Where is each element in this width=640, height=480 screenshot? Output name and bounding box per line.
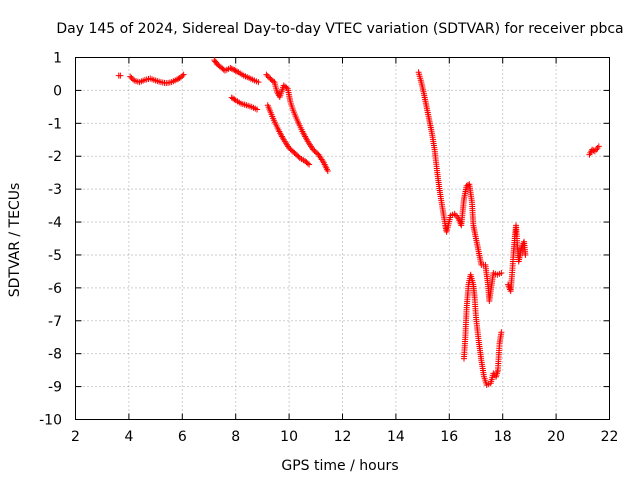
y-tick-label: -2 <box>48 149 62 165</box>
data-point-seg-e <box>266 74 273 81</box>
data-point-seg-b <box>177 74 184 81</box>
data-point-seg-f <box>304 160 311 167</box>
data-point-seg-h <box>498 329 505 336</box>
data-point-seg-c <box>227 65 234 72</box>
data-point-seg-j <box>590 147 597 154</box>
y-tick-label: -4 <box>48 215 62 231</box>
grid <box>75 57 610 420</box>
y-tick-labels: 1 0 -1 -2 -3 -4 -5 -6 -7 -8 -9 -10 <box>39 51 62 429</box>
y-tick-label: -9 <box>48 380 62 396</box>
x-tick-label: 20 <box>547 429 565 445</box>
data-point-seg-g <box>498 270 505 277</box>
data-point-seg-i <box>522 251 529 258</box>
data-point-seg-d <box>231 96 238 103</box>
data-point-seg-a <box>117 72 124 79</box>
data-point-seg-c <box>255 79 262 86</box>
data-points <box>115 57 602 388</box>
y-tick-label: -7 <box>48 314 62 330</box>
y-tick-label: -6 <box>48 281 62 297</box>
data-point-seg-d <box>254 106 261 113</box>
data-point-seg-j <box>595 143 602 150</box>
y-tick-label: -10 <box>39 413 62 429</box>
data-point-seg-b <box>128 74 135 81</box>
y-tick-label: -5 <box>48 248 62 264</box>
x-tick-label: 18 <box>494 429 512 445</box>
x-axis-label: GPS time / hours <box>281 458 398 474</box>
y-tick-label: -1 <box>48 116 62 132</box>
data-point-seg-b <box>180 71 187 78</box>
x-tick-label: 12 <box>334 429 352 445</box>
data-point-seg-e <box>263 71 270 78</box>
x-tick-label: 2 <box>71 429 80 445</box>
y-tick-label: -8 <box>48 347 62 363</box>
chart-title: Day 145 of 2024, Sidereal Day-to-day VTE… <box>56 21 623 37</box>
x-tick-label: 10 <box>280 429 298 445</box>
x-tick-label: 16 <box>440 429 458 445</box>
plot-frame <box>75 57 610 420</box>
x-tick-label: 8 <box>231 429 240 445</box>
data-point-seg-e <box>270 78 277 85</box>
data-point-seg-f <box>295 153 302 160</box>
x-tick-labels: 2 4 6 8 10 12 14 16 18 20 22 <box>71 429 618 445</box>
x-tick-label: 6 <box>178 429 187 445</box>
data-point-seg-b <box>179 72 186 79</box>
data-point-seg-b <box>127 73 134 80</box>
x-tick-label: 22 <box>601 429 619 445</box>
data-point-seg-f <box>306 161 313 168</box>
x-tick-label: 4 <box>124 429 133 445</box>
data-point-seg-e <box>324 168 331 175</box>
data-point-seg-e <box>264 73 271 80</box>
y-tick-label: 0 <box>53 83 62 99</box>
y-axis-label: SDTVAR / TECUs <box>7 183 23 298</box>
data-point-seg-c <box>234 68 241 75</box>
x-tick-label: 14 <box>387 429 405 445</box>
data-point-seg-c <box>228 65 235 72</box>
data-point-seg-b <box>129 76 136 83</box>
y-tick-label: 1 <box>53 51 62 67</box>
y-tick-label: -3 <box>48 182 62 198</box>
data-point-seg-c <box>230 66 237 73</box>
